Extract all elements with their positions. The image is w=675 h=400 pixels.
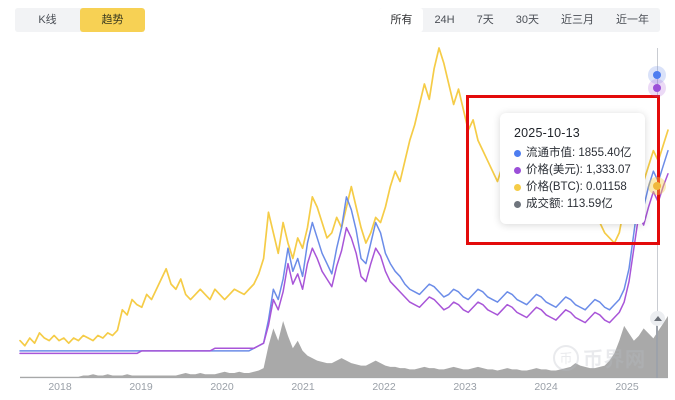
price-btc-point-marker [653, 182, 661, 190]
x-axis-tick-2018: 2018 [48, 381, 72, 393]
legend-dot-price-btc-icon [514, 184, 521, 191]
series-line-market-cap [19, 149, 669, 352]
chart-type-toggle-group[interactable]: K线 趋势 [15, 8, 145, 32]
legend-dot-volume-icon [514, 201, 521, 208]
price-usd-point-marker [653, 84, 661, 92]
tooltip-row-price-usd: 价格(美元): 1,333.07 [514, 162, 633, 179]
chart-type-trend-button[interactable]: 趋势 [80, 8, 145, 32]
chart-tooltip: 2025-10-13 流通市值: 1855.40亿 价格(美元): 1,333.… [500, 113, 645, 224]
chart-type-kline-button[interactable]: K线 [15, 8, 80, 32]
x-axis-labels: 2018 2019 2020 2021 2022 2023 2024 2025 [0, 378, 675, 400]
legend-dot-market-cap-icon [514, 150, 521, 157]
volume-slider-stem [656, 325, 658, 378]
x-axis-tick-2025: 2025 [615, 381, 639, 393]
volume-area-series [20, 316, 668, 378]
market-cap-point-marker [653, 71, 661, 79]
tooltip-text-price-btc: 价格(BTC): 0.01158 [526, 181, 627, 193]
range-all-button[interactable]: 所有 [379, 8, 424, 32]
legend-dot-price-usd-icon [514, 167, 521, 174]
x-axis-tick-2019: 2019 [129, 381, 153, 393]
chart-toolbar: K线 趋势 所有 24H 7天 30天 近三月 近一年 [0, 0, 675, 40]
tooltip-row-market-cap: 流通市值: 1855.40亿 [514, 145, 633, 162]
tooltip-text-price-usd: 价格(美元): 1,333.07 [526, 164, 631, 176]
series-line-price-usd [19, 173, 669, 355]
volume-slider-handle[interactable] [650, 311, 665, 326]
x-axis-tick-2021: 2021 [291, 381, 315, 393]
range-7d-button[interactable]: 7天 [465, 8, 505, 32]
range-3m-button[interactable]: 近三月 [550, 8, 605, 32]
range-30d-button[interactable]: 30天 [504, 8, 550, 32]
x-axis-tick-2024: 2024 [534, 381, 558, 393]
x-axis-tick-2022: 2022 [372, 381, 396, 393]
x-axis-tick-2020: 2020 [210, 381, 234, 393]
tooltip-row-volume: 成交额: 113.59亿 [514, 196, 633, 213]
tooltip-text-volume: 成交额: 113.59亿 [526, 198, 613, 210]
range-1y-button[interactable]: 近一年 [605, 8, 660, 32]
x-axis-tick-2023: 2023 [453, 381, 477, 393]
tooltip-date: 2025-10-13 [514, 126, 580, 140]
range-24h-button[interactable]: 24H [423, 8, 466, 32]
tooltip-row-price-btc: 价格(BTC): 0.01158 [514, 179, 633, 196]
tooltip-text-market-cap: 流通市值: 1855.40亿 [526, 147, 632, 159]
time-range-toggle-group[interactable]: 所有 24H 7天 30天 近三月 近一年 [379, 8, 660, 32]
